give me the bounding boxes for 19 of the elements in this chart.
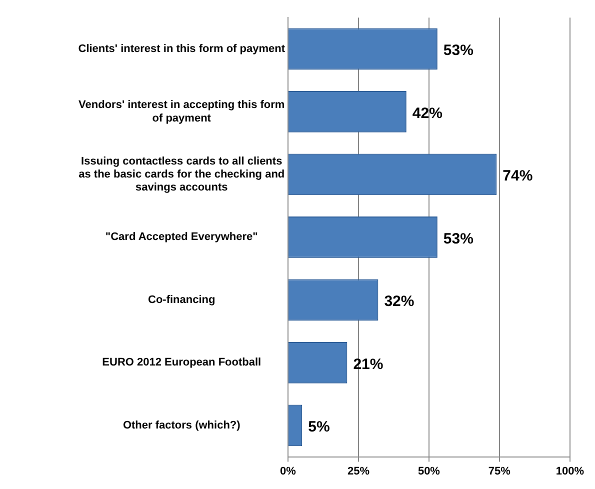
x-tick-label: 50%	[418, 465, 440, 478]
x-tick-label: 100%	[556, 465, 584, 478]
data-label: 42%	[412, 104, 442, 122]
x-tick-label: 0%	[280, 465, 296, 478]
data-label: 53%	[443, 230, 474, 248]
data-label: 5%	[308, 418, 330, 436]
data-label: 21%	[353, 356, 384, 373]
x-tick-label: 75%	[488, 465, 511, 478]
data-label: 53%	[443, 42, 474, 60]
y-tick-label: Vendors' interest in accepting this form of payment	[78, 99, 285, 124]
y-tick-label: EURO 2012 European Football	[102, 356, 262, 369]
data-label: 74%	[502, 168, 533, 185]
y-tick-label: Other factors (which?)	[122, 419, 241, 432]
y-tick-label: "Card Accepted Everywhere"	[105, 231, 258, 244]
y-tick-label: Clients' interest in this form of payment	[78, 43, 286, 56]
data-label: 32%	[384, 293, 414, 310]
x-tick-label: 25%	[347, 465, 370, 478]
y-tick-label: Issuing contactless cards to all clients as the basic cards for the checking and savings accounts	[78, 155, 285, 194]
y-tick-label: Co-financing	[148, 294, 216, 306]
